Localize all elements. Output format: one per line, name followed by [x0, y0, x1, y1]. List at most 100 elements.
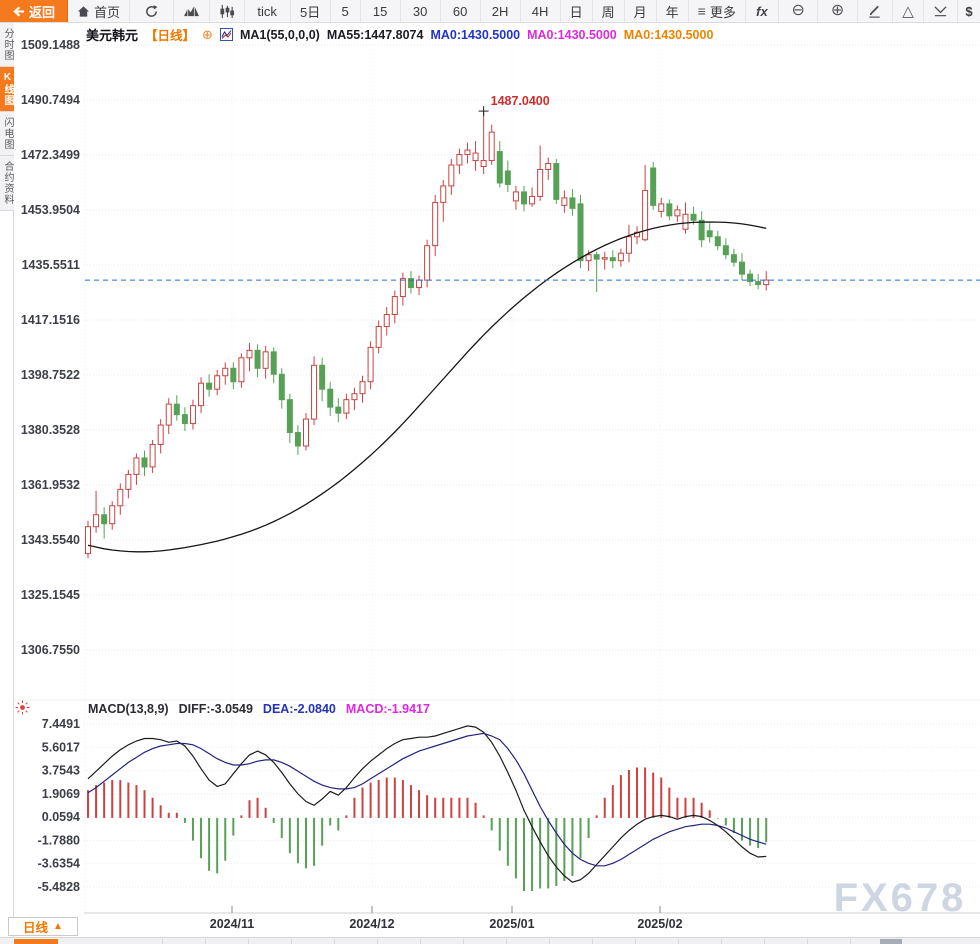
- plus-circle-icon[interactable]: ⊕: [202, 26, 213, 42]
- more-button[interactable]: ≡ 更多: [689, 0, 746, 22]
- svg-text:2025/01: 2025/01: [489, 917, 534, 931]
- back-label: 返回: [29, 4, 56, 20]
- period-button-5日[interactable]: 5日: [291, 0, 331, 22]
- refresh-icon: [145, 4, 158, 17]
- svg-text:3.7543: 3.7543: [42, 764, 80, 778]
- ma0-blue-value: MA0:1430.5000: [430, 27, 521, 42]
- macd-histogram-layer: [87, 767, 768, 891]
- svg-text:1490.7494: 1490.7494: [21, 93, 80, 107]
- macd-diff-value: DIFF:-3.0549: [178, 702, 253, 716]
- grid-layer: [0, 44, 980, 913]
- toolbar: 返回 首页: [0, 0, 980, 23]
- bottom-tab-separators: [120, 939, 880, 944]
- pencil-icon: [869, 5, 881, 18]
- macd-axis-labels: 7.4491 5.6017 3.7543 1.9069 0.0594 -1.7880 -3.…: [38, 717, 80, 894]
- sidebar-tab-2[interactable]: 闪电图: [0, 112, 14, 156]
- svg-text:-1.7880: -1.7880: [38, 833, 80, 847]
- menu-icon: ≡: [697, 3, 706, 19]
- period-button-4H[interactable]: 4H: [521, 0, 561, 22]
- period-button-5[interactable]: 5: [331, 0, 361, 22]
- sidebar-tab-1[interactable]: K线图: [0, 67, 14, 112]
- svg-text:1417.1516: 1417.1516: [21, 313, 80, 327]
- svg-text:1343.5540: 1343.5540: [21, 533, 80, 547]
- home-button[interactable]: 首页: [68, 0, 131, 22]
- svg-text:1453.9504: 1453.9504: [21, 203, 80, 217]
- collapse-tool-button[interactable]: [924, 0, 958, 22]
- mountain-chart-icon: [183, 5, 199, 17]
- sidebar: 分时图 K线图 闪电图 合约资料: [0, 23, 14, 944]
- more-label: 更多: [709, 4, 736, 20]
- svg-text:1380.3528: 1380.3528: [21, 423, 80, 437]
- bottom-tab-strip: [0, 937, 980, 944]
- home-icon: [77, 5, 90, 17]
- sidebar-tab-0[interactable]: 分时图: [0, 23, 14, 67]
- svg-text:1361.9532: 1361.9532: [21, 478, 80, 492]
- macd-dea-line: [87, 732, 767, 867]
- chart-canvas[interactable]: 1509.1488 1490.7494 1472.3499 1453.9504 1435…: [0, 23, 980, 944]
- chart-header: 美元韩元 【日线】 ⊕ MA1(55,0,0,0) MA55:1447.8074…: [86, 25, 713, 44]
- macd-title: MACD(13,8,9): [88, 702, 169, 716]
- back-button[interactable]: 返回: [0, 0, 69, 22]
- indicator-box-icon[interactable]: [219, 28, 233, 41]
- svg-text:1.9069: 1.9069: [42, 787, 80, 801]
- indicator-fx-button[interactable]: fx: [746, 0, 779, 22]
- macd-macd-value: MACD:-1.9417: [345, 702, 430, 716]
- zoom-out-icon: ⊖: [791, 2, 805, 19]
- price-axis-labels: 1509.1488 1490.7494 1472.3499 1453.9504 1435…: [21, 38, 80, 657]
- chevron-down-icon: [934, 6, 947, 17]
- svg-text:-3.6354: -3.6354: [38, 857, 80, 871]
- candle-chart-button[interactable]: [210, 0, 245, 22]
- ma0-orange-value: MA0:1430.5000: [623, 27, 714, 42]
- svg-text:5.6017: 5.6017: [42, 740, 80, 754]
- svg-text:2024/11: 2024/11: [210, 917, 255, 931]
- period-button-15[interactable]: 15: [361, 0, 401, 22]
- period-button-年[interactable]: 年: [657, 0, 689, 22]
- period-selector-label: 日线: [23, 921, 49, 935]
- bottom-active-tab[interactable]: [14, 939, 58, 944]
- indicator-settings-button[interactable]: [15, 700, 30, 720]
- back-arrow-icon: [13, 6, 25, 16]
- sun-icon: [15, 700, 30, 715]
- candles-layer: [85, 111, 770, 559]
- period-selector[interactable]: 日线 ▲: [8, 917, 78, 936]
- period-button-60[interactable]: 60: [441, 0, 481, 22]
- svg-text:1325.1545: 1325.1545: [21, 588, 80, 602]
- period-button-2H[interactable]: 2H: [481, 0, 521, 22]
- svg-text:-5.4828: -5.4828: [38, 880, 80, 894]
- period-button-月[interactable]: 月: [625, 0, 657, 22]
- svg-text:1487.0400: 1487.0400: [491, 94, 550, 108]
- zoom-out-button[interactable]: ⊖: [779, 0, 819, 22]
- draw-button[interactable]: [858, 0, 893, 22]
- refresh-button[interactable]: [130, 0, 174, 22]
- period-button-group: tick 5日 5 15 30 60 2H 4H 日周月年: [245, 0, 689, 22]
- svg-text:2025/02: 2025/02: [637, 917, 682, 931]
- up-triangle-icon: ▲: [53, 921, 63, 932]
- ma55-line: [87, 221, 767, 553]
- period-button-周[interactable]: 周: [593, 0, 625, 22]
- period-button-日[interactable]: 日: [561, 0, 593, 22]
- dollar-icon: $: [965, 3, 973, 19]
- svg-text:0.0594: 0.0594: [42, 810, 80, 824]
- home-label: 首页: [94, 4, 121, 20]
- macd-diff-line: [87, 725, 767, 883]
- period-tag: 【日线】: [145, 29, 196, 43]
- bottom-scroll-handle[interactable]: [880, 939, 902, 944]
- svg-text:1398.7522: 1398.7522: [21, 368, 80, 382]
- zoom-in-button[interactable]: ⊕: [818, 0, 858, 22]
- svg-text:1509.1488: 1509.1488: [21, 38, 80, 52]
- ma-settings: MA1(55,0,0,0): [239, 27, 320, 42]
- currency-button[interactable]: $: [958, 0, 980, 22]
- svg-text:1472.3499: 1472.3499: [21, 148, 80, 162]
- area-chart-button[interactable]: [174, 0, 210, 22]
- svg-text:7.4491: 7.4491: [42, 717, 80, 731]
- period-button-tick[interactable]: tick: [245, 0, 291, 22]
- sidebar-tab-3[interactable]: 合约资料: [0, 156, 14, 211]
- macd-dea-value: DEA:-2.0840: [262, 702, 336, 716]
- svg-text:1306.7550: 1306.7550: [21, 643, 80, 657]
- period-button-30[interactable]: 30: [401, 0, 441, 22]
- svg-text:2024/12: 2024/12: [349, 917, 394, 931]
- svg-text:1435.5511: 1435.5511: [22, 258, 80, 272]
- triangle-tool-button[interactable]: △: [893, 0, 924, 22]
- triangle-icon: △: [902, 2, 914, 20]
